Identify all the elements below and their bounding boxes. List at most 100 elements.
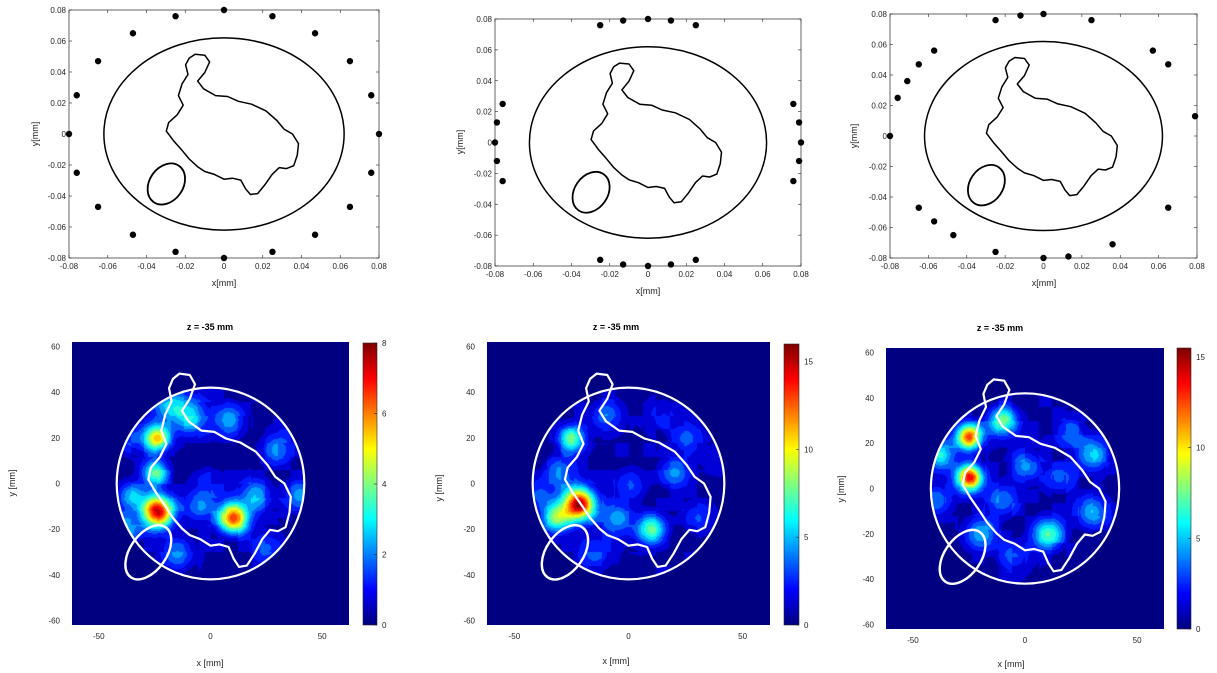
x-axis-label: x[mm] bbox=[212, 278, 237, 288]
y-tick-label: 0.02 bbox=[871, 102, 887, 111]
y-tick-label: -0.04 bbox=[869, 193, 888, 202]
antenna-point bbox=[129, 30, 137, 37]
y-tick-label: -0.04 bbox=[48, 192, 67, 201]
x-axis-label: x [mm] bbox=[603, 656, 630, 666]
y-tick-label: 0.02 bbox=[50, 99, 66, 108]
plot-frame bbox=[68, 9, 380, 259]
y-tick-label: 20 bbox=[865, 439, 874, 448]
antenna-point bbox=[368, 92, 375, 99]
y-tick-labels: 0.08 0.06 0.04 0.02 0 -0.02 -0.04 -0.06 -0.08 bbox=[869, 10, 1197, 263]
y-tick-label: 0.04 bbox=[871, 71, 887, 80]
antenna-point bbox=[1149, 47, 1157, 54]
x-tick-label: -0.08 bbox=[60, 262, 79, 271]
y-axis-label: y [mm] bbox=[7, 470, 17, 497]
x-tick-label: 0 bbox=[222, 262, 227, 271]
x-axis-label: x[mm] bbox=[636, 286, 661, 296]
y-tick-label: 0.08 bbox=[871, 10, 887, 19]
y-tick-label: -60 bbox=[463, 616, 475, 625]
inclusion-ellipse bbox=[146, 162, 186, 206]
y-tick-label: 20 bbox=[466, 434, 475, 443]
x-tick-label: -0.08 bbox=[881, 262, 900, 271]
antenna-point bbox=[596, 256, 604, 264]
y-tick-label: 40 bbox=[865, 394, 874, 403]
heatmap-title: z = -35 mm bbox=[187, 322, 233, 332]
x-tick-label: 0.02 bbox=[678, 270, 694, 279]
y-tick-label: 40 bbox=[466, 388, 475, 397]
y-tick-label: 60 bbox=[466, 343, 475, 352]
y-tick-labels: 60 40 20 0 -20 -40 -60 bbox=[48, 343, 60, 626]
y-tick-label: 0.06 bbox=[476, 46, 492, 55]
y-tick-labels: 0.08 0.06 0.04 0.02 0 -0.02 -0.04 -0.06 -0.08 bbox=[48, 6, 379, 263]
tumor-boundary bbox=[165, 53, 300, 196]
antenna-point bbox=[619, 17, 627, 24]
y-tick-label: -20 bbox=[463, 525, 475, 534]
antenna-point bbox=[311, 231, 319, 238]
y-tick-label: -0.06 bbox=[474, 231, 493, 240]
y-tick-label: 60 bbox=[865, 349, 874, 358]
x-tick-label: 50 bbox=[318, 632, 327, 641]
y-tick-labels: 60 40 20 0 -20 -40 -60 bbox=[463, 343, 475, 626]
phantom-outline bbox=[103, 37, 345, 231]
antenna-point bbox=[94, 203, 102, 211]
x-axis-label: x [mm] bbox=[998, 659, 1025, 669]
antenna-point bbox=[904, 77, 911, 85]
outer-boundary-circle bbox=[929, 392, 1121, 585]
y-tick-label: -40 bbox=[48, 571, 60, 580]
antenna-point bbox=[692, 21, 700, 29]
antenna-point bbox=[269, 13, 276, 20]
x-tick-label: 0 bbox=[646, 270, 651, 279]
heatmap-canvas-holder bbox=[487, 342, 770, 625]
antenna-point bbox=[499, 177, 506, 185]
y-tick-label: 0.08 bbox=[50, 6, 66, 15]
antenna-point bbox=[1017, 12, 1024, 19]
x-axis-label: x[mm] bbox=[1032, 278, 1057, 288]
antenna-point bbox=[311, 30, 319, 37]
colorbar-tick-labels: 15 10 5 0 bbox=[1188, 353, 1205, 634]
antenna-point bbox=[667, 261, 675, 268]
plot-frame bbox=[889, 13, 1198, 259]
antenna-point bbox=[493, 157, 501, 165]
antenna-point bbox=[1088, 16, 1095, 24]
y-tick-label: 0.04 bbox=[50, 68, 66, 77]
x-tick-label: -50 bbox=[907, 636, 919, 645]
y-tick-label: 0.06 bbox=[50, 37, 66, 46]
y-axis-label: y [mm] bbox=[836, 476, 846, 503]
y-tick-label: -40 bbox=[463, 571, 475, 580]
x-tick-label: 0.06 bbox=[1151, 262, 1167, 271]
antenna-point bbox=[499, 100, 506, 108]
heatmap-title: z = -35 mm bbox=[977, 323, 1023, 333]
x-tick-labels: -0.08 -0.06 -0.04 -0.02 0 0.02 0.04 0.06 0.08 bbox=[881, 14, 1205, 271]
heatmap-canvas bbox=[487, 342, 770, 625]
x-tick-label: -50 bbox=[509, 632, 521, 641]
x-tick-label: -0.02 bbox=[996, 262, 1015, 271]
x-tick-label: 0.02 bbox=[255, 262, 271, 271]
outer-boundary-circle bbox=[923, 40, 1164, 232]
y-tick-label: 0 bbox=[62, 130, 67, 139]
x-tick-label: -0.04 bbox=[958, 262, 977, 271]
x-tick-label: 0.08 bbox=[371, 262, 387, 271]
x-tick-label: 0 bbox=[1041, 262, 1046, 271]
scatter-plot-3: -0.08 -0.06 -0.04 -0.02 0 0.02 0.04 0.06 0.08 0.… bbox=[849, 10, 1205, 288]
y-tick-label: 0.06 bbox=[871, 41, 887, 50]
antenna-points bbox=[886, 10, 1199, 262]
y-axis-label: y [mm] bbox=[434, 475, 444, 502]
outer-boundary-circle bbox=[531, 386, 726, 581]
y-tick-label: 20 bbox=[51, 434, 60, 443]
tumor-boundary bbox=[563, 372, 712, 568]
y-tick-label: -0.02 bbox=[48, 161, 67, 170]
x-tick-label: 0.02 bbox=[1074, 262, 1090, 271]
scatter-plot-1: -0.08 -0.06 -0.04 -0.02 0 0.02 0.04 0.06 0.08 0.… bbox=[30, 6, 387, 288]
y-tick-label: -0.08 bbox=[474, 262, 493, 271]
y-tick-label: 40 bbox=[51, 388, 60, 397]
y-tick-label: 0.02 bbox=[476, 108, 492, 117]
heatmap-title: z = -35 mm bbox=[593, 322, 639, 332]
x-tick-labels: -50 0 50 bbox=[93, 632, 327, 641]
colorbar-holder bbox=[1177, 348, 1191, 629]
antenna-point bbox=[790, 177, 797, 185]
colorbar-frame bbox=[1176, 347, 1192, 630]
tumor-boundary bbox=[590, 62, 723, 204]
antenna-point bbox=[346, 57, 354, 65]
colorbar-tick-label: 8 bbox=[382, 339, 387, 348]
y-tick-label: 0 bbox=[471, 480, 476, 489]
x-tick-label: -0.02 bbox=[601, 270, 620, 279]
